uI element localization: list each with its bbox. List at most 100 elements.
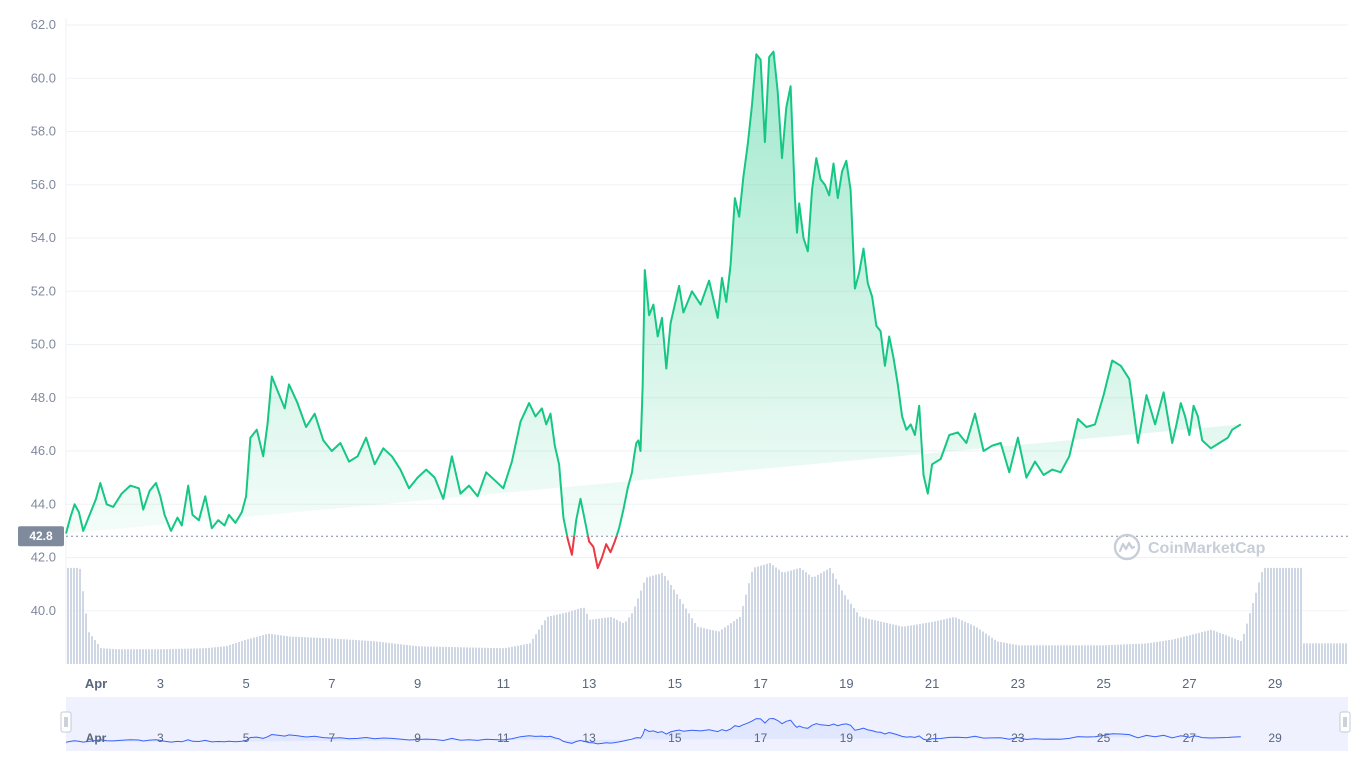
volume-bar (805, 572, 807, 664)
volume-bar (331, 638, 333, 664)
navigator-tick-label: 21 (925, 731, 939, 745)
navigator-tick-label: 19 (840, 731, 854, 745)
volume-bar (658, 573, 660, 664)
navigator-left-handle[interactable] (60, 711, 72, 733)
volume-bar (313, 637, 315, 664)
volume-bar (193, 648, 195, 664)
volume-bar (610, 616, 612, 664)
volume-bar (733, 621, 735, 664)
volume-bar (430, 646, 432, 664)
volume-bar (1234, 638, 1236, 664)
volume-bar (1183, 636, 1185, 664)
volume-bar (928, 622, 930, 664)
y-tick-label: 58.0 (31, 124, 56, 139)
navigator[interactable]: Apr 3 5 7 9 11 13 15 17 19 21 23 25 27 29 (60, 697, 1351, 751)
volume-bar (952, 617, 954, 664)
volume-bar (1177, 638, 1179, 664)
volume-bar (1282, 567, 1284, 664)
volume-bar (937, 620, 939, 664)
y-tick-label: 42.0 (31, 550, 56, 565)
volume-bar (664, 575, 666, 664)
volume-bar (910, 625, 912, 664)
watermark: CoinMarketCap (1113, 533, 1266, 561)
volume-bar (385, 642, 387, 664)
volume-bar (436, 646, 438, 664)
volume-bar (718, 631, 720, 664)
volume-bar (604, 617, 606, 664)
volume-bar (499, 648, 501, 664)
volume-bar (1201, 632, 1203, 664)
volume-bar (175, 648, 177, 664)
volume-bar (274, 634, 276, 664)
volume-bar (1153, 642, 1155, 664)
volume-bar (676, 594, 678, 664)
volume-bar (622, 623, 624, 664)
volume-bar (202, 648, 204, 664)
volume-bar (724, 627, 726, 664)
volume-bar (1033, 645, 1035, 664)
navigator-right-handle[interactable] (1339, 711, 1351, 733)
volume-bar (130, 649, 132, 664)
price-line-up (65, 50, 1242, 537)
reference-price-badge: 42.8 (18, 526, 64, 547)
volume-bar (1018, 645, 1020, 664)
volume-bar (1057, 645, 1059, 664)
volume-bar (505, 647, 507, 664)
volume-bar (136, 649, 138, 664)
volume-bar (907, 625, 909, 664)
volume-bar (190, 648, 192, 664)
volume-bar (1216, 631, 1218, 664)
volume-bar (1126, 644, 1128, 664)
volume-bar (214, 647, 216, 664)
volume-bar (586, 613, 588, 664)
volume-bar (487, 647, 489, 664)
navigator-line (65, 717, 1241, 745)
volume-bar (1006, 643, 1008, 664)
volume-bar (544, 620, 546, 664)
volume-bar (1045, 645, 1047, 664)
volume-bar (829, 568, 831, 664)
volume-bar (925, 622, 927, 664)
x-tick-label: Apr (85, 676, 107, 691)
x-tick-label: 13 (582, 676, 596, 691)
volume-bar (760, 565, 762, 664)
volume-bar (973, 625, 975, 664)
x-tick-label: 21 (925, 676, 939, 691)
volume-bar (613, 618, 615, 664)
volume-bar (1237, 639, 1239, 664)
volume-bar (1165, 640, 1167, 664)
navigator-selection[interactable] (66, 697, 1348, 751)
volume-bar (1321, 643, 1323, 664)
volume-bar (1264, 567, 1266, 664)
volume-bar (520, 645, 522, 664)
volume-bar (94, 640, 96, 664)
volume-bar (361, 640, 363, 664)
volume-bar (931, 621, 933, 664)
volume-bar (229, 644, 231, 664)
x-tick-label: 19 (839, 676, 853, 691)
volume-bar (97, 643, 99, 664)
volume-bar (283, 635, 285, 664)
navigator-tick-label: 29 (1268, 731, 1282, 745)
volume-bar (1303, 643, 1305, 664)
navigator-tick-label: 5 (243, 731, 250, 745)
volume-bar (1060, 645, 1062, 664)
volume-bar (880, 621, 882, 664)
volume-bar (1015, 644, 1017, 664)
volume-bar (1252, 603, 1254, 664)
volume-bar (172, 648, 174, 664)
volume-bar (1342, 643, 1344, 664)
volume-bar (1111, 644, 1113, 664)
volume-bar (916, 624, 918, 664)
volume-bar (493, 648, 495, 664)
volume-bar (571, 610, 573, 664)
volume-bar (166, 649, 168, 664)
volume-bar (1120, 644, 1122, 664)
volume-bar (1291, 567, 1293, 664)
volume-bar (1186, 635, 1188, 664)
navigator-tick-label: 3 (157, 731, 164, 745)
volume-bar (1051, 645, 1053, 664)
volume-bar (463, 647, 465, 664)
volume-bar (262, 635, 264, 664)
